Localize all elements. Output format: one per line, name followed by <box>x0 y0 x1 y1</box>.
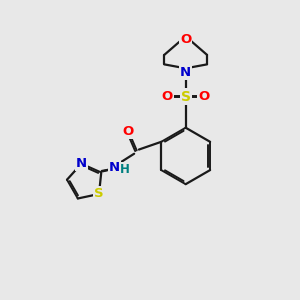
Text: O: O <box>122 125 133 138</box>
Text: O: O <box>180 33 191 46</box>
Text: O: O <box>162 90 173 103</box>
Text: N: N <box>180 66 191 79</box>
Text: S: S <box>94 188 104 200</box>
Text: S: S <box>181 89 191 103</box>
Text: H: H <box>120 163 130 176</box>
Text: N: N <box>109 160 120 174</box>
Text: N: N <box>76 157 87 170</box>
Text: O: O <box>199 90 210 103</box>
